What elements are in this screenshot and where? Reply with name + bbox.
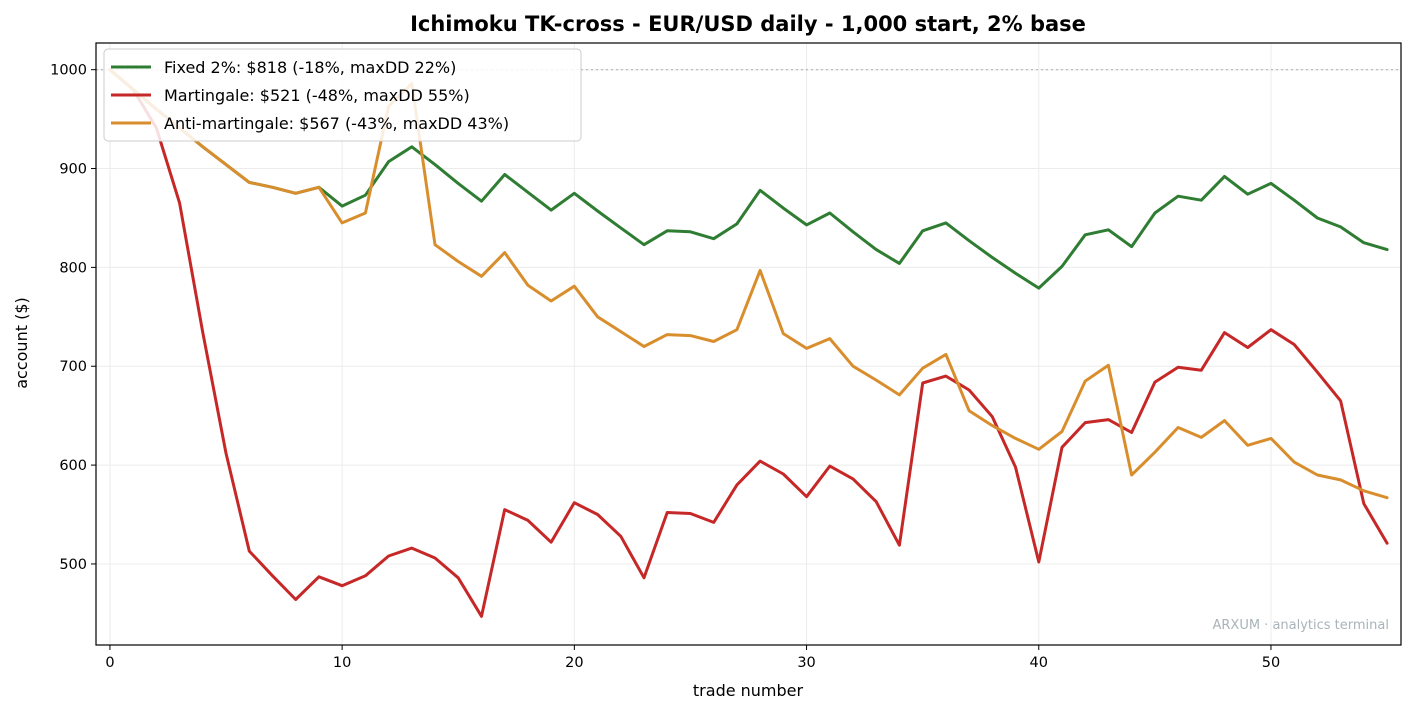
x-tick-label: 10 xyxy=(333,655,351,671)
grid-layer xyxy=(96,43,1401,645)
tick-layer: 0 10 20 30 40 50 500 600 700 800 900 1000 xyxy=(50,63,1280,671)
watermark: ARXUM · analytics terminal xyxy=(1212,618,1389,633)
y-tick-label: 500 xyxy=(59,557,87,573)
series-line-fixed-2pct xyxy=(108,68,1389,290)
y-axis-label: account ($) xyxy=(12,297,31,389)
legend-label-anti-martingale: Anti-martingale: $567 (-43%, maxDD 43%) xyxy=(164,114,509,133)
chart-title: Ichimoku TK-cross - EUR/USD daily - 1,00… xyxy=(410,12,1086,36)
legend-label-fixed-2pct: Fixed 2%: $818 (-18%, maxDD 22%) xyxy=(164,58,456,77)
x-tick-label: 40 xyxy=(1030,655,1048,671)
legend-box xyxy=(103,48,582,142)
x-tick-label: 20 xyxy=(565,655,583,671)
x-tick-label: 30 xyxy=(797,655,815,671)
y-tick-label: 700 xyxy=(59,359,87,375)
legend: Fixed 2%: $818 (-18%, maxDD 22%) Martinga… xyxy=(103,48,582,142)
series-layer xyxy=(108,68,1389,618)
series-line-martingale xyxy=(108,68,1389,618)
x-tick-label: 0 xyxy=(105,655,114,671)
y-tick-label: 1000 xyxy=(50,63,87,79)
legend-label-martingale: Martingale: $521 (-48%, maxDD 55%) xyxy=(164,86,470,105)
x-tick-label: 50 xyxy=(1262,655,1280,671)
y-tick-label: 800 xyxy=(59,260,87,276)
series-line-anti-martingale xyxy=(108,68,1389,500)
plot-frame xyxy=(95,42,1402,646)
y-tick-label: 600 xyxy=(59,458,87,474)
x-axis-label: trade number xyxy=(693,681,804,700)
y-tick-label: 900 xyxy=(59,162,87,178)
